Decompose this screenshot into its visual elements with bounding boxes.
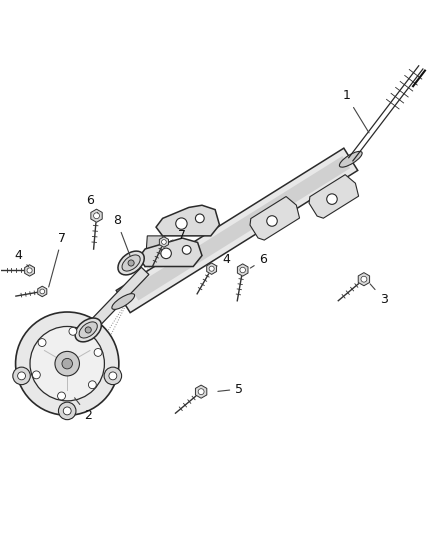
Text: 6: 6 (250, 253, 267, 268)
Circle shape (32, 371, 40, 379)
Text: 7: 7 (49, 231, 66, 287)
Circle shape (109, 372, 117, 380)
Polygon shape (249, 197, 299, 240)
Circle shape (62, 358, 72, 369)
Polygon shape (91, 209, 102, 222)
Polygon shape (357, 272, 369, 286)
Circle shape (40, 289, 45, 294)
Circle shape (360, 276, 366, 282)
Polygon shape (91, 267, 148, 327)
Text: 2: 2 (74, 398, 92, 422)
Polygon shape (138, 238, 201, 266)
Text: 4: 4 (14, 249, 28, 266)
Circle shape (38, 338, 46, 346)
Circle shape (57, 392, 65, 400)
Circle shape (58, 402, 76, 419)
Circle shape (13, 367, 30, 385)
Polygon shape (155, 205, 219, 236)
Ellipse shape (122, 255, 140, 271)
Ellipse shape (118, 251, 144, 275)
Text: 3: 3 (369, 284, 387, 306)
Polygon shape (25, 265, 35, 276)
Circle shape (198, 389, 204, 394)
Circle shape (15, 312, 119, 415)
Polygon shape (308, 175, 358, 218)
Circle shape (18, 372, 25, 380)
Circle shape (55, 351, 79, 376)
Polygon shape (38, 286, 47, 297)
Polygon shape (116, 148, 357, 313)
Text: 6: 6 (86, 195, 98, 213)
Circle shape (30, 326, 104, 401)
Text: 4: 4 (216, 253, 230, 266)
Text: 7: 7 (170, 229, 186, 243)
Ellipse shape (112, 294, 134, 309)
Polygon shape (195, 385, 206, 398)
Circle shape (326, 194, 336, 204)
Polygon shape (145, 236, 164, 266)
Circle shape (208, 266, 214, 271)
Circle shape (182, 246, 191, 254)
Circle shape (88, 381, 96, 389)
Circle shape (266, 216, 277, 226)
Circle shape (85, 327, 91, 333)
Polygon shape (131, 156, 349, 301)
Circle shape (175, 218, 187, 229)
Circle shape (27, 268, 32, 273)
Circle shape (69, 327, 77, 335)
Ellipse shape (79, 322, 97, 338)
Circle shape (160, 248, 171, 259)
Text: 1: 1 (342, 90, 368, 133)
Circle shape (195, 214, 204, 223)
Polygon shape (206, 263, 216, 274)
Circle shape (93, 213, 99, 219)
Text: 8: 8 (113, 214, 130, 256)
Circle shape (240, 267, 245, 273)
Circle shape (161, 240, 166, 244)
Polygon shape (237, 264, 247, 276)
Circle shape (94, 349, 102, 357)
Text: 5: 5 (217, 383, 243, 395)
Circle shape (63, 407, 71, 415)
Ellipse shape (339, 151, 361, 167)
Circle shape (104, 367, 121, 385)
Circle shape (128, 260, 134, 266)
Polygon shape (159, 237, 168, 247)
Ellipse shape (75, 318, 101, 342)
